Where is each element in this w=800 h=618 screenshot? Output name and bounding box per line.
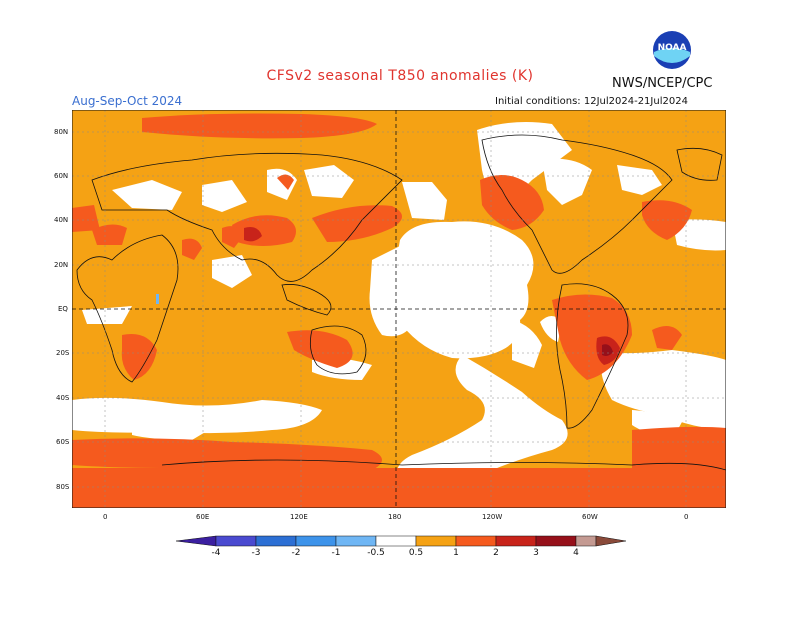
- colorbar-label-3: 3: [533, 548, 539, 558]
- lat-label-80n: 80N: [54, 128, 69, 136]
- lon-label-180: 180: [388, 513, 402, 521]
- colorbar-label-neg2: -2: [291, 548, 301, 558]
- initial-conditions-label: Initial conditions: 12Jul2024-21Jul2024: [495, 96, 688, 107]
- anomaly-2-3-regions: [244, 227, 620, 365]
- colorbar-segment-gt-4: [595, 535, 626, 547]
- organization-label: NWS/NCEP/CPC: [612, 76, 713, 91]
- lat-label-80s: 80S: [56, 483, 70, 491]
- colorbar-label-neg3: -3: [251, 548, 261, 558]
- lon-label-60e: 60E: [196, 513, 210, 521]
- colorbar-label-neg1: -1: [331, 548, 341, 558]
- colorbar-segment-neutral: [375, 535, 417, 547]
- noaa-logo: NOAA: [653, 31, 691, 69]
- colorbar-segment-4-plus: [575, 535, 597, 547]
- anomaly-1-2-regions: [72, 113, 726, 508]
- colorbar-segment-1-2: [455, 535, 497, 547]
- colorbar-segment-lt-4: [176, 535, 217, 547]
- colorbar-segment-3-4: [535, 535, 577, 547]
- colorbar-label-neg0-5: -0.5: [367, 548, 385, 558]
- logo-text: NOAA: [658, 43, 687, 53]
- lon-label-0-east: 0: [684, 513, 689, 521]
- lat-label-40s: 40S: [56, 394, 70, 402]
- colorbar-label-neg4: -4: [211, 548, 221, 558]
- colorbar-segment-0.5-1: [415, 535, 457, 547]
- lat-label-eq: EQ: [58, 305, 68, 313]
- period-label: Aug-Sep-Oct 2024: [72, 94, 183, 108]
- near-normal-regions: [72, 122, 726, 495]
- lat-label-20s: 20S: [56, 349, 70, 357]
- reference-lines: [72, 110, 726, 508]
- colorbar-segment--2--1: [295, 535, 337, 547]
- anomaly-map: [72, 110, 726, 508]
- grid-lines: [72, 110, 726, 508]
- lon-label-120w: 120W: [482, 513, 503, 521]
- colorbar-label-4: 4: [573, 548, 579, 558]
- negative-anomaly-spots: [156, 294, 159, 304]
- colorbar-segment-2-3: [495, 535, 537, 547]
- lon-label-60w: 60W: [582, 513, 598, 521]
- anomaly-3-4-regions: [602, 344, 613, 356]
- chart-title: CFSv2 seasonal T850 anomalies (K): [266, 68, 534, 84]
- lat-label-40n: 40N: [54, 216, 69, 224]
- coastlines: [76, 134, 726, 471]
- colorbar-label-2: 2: [493, 548, 499, 558]
- colorbar-segment--4--3: [215, 535, 257, 547]
- colorbar-segment--3--2: [255, 535, 297, 547]
- lat-label-20n: 20N: [54, 261, 69, 269]
- colorbar-label-1: 1: [453, 548, 459, 558]
- lat-label-60n: 60N: [54, 172, 69, 180]
- lon-label-0: 0: [103, 513, 108, 521]
- colorbar: [176, 535, 626, 547]
- lon-label-120e: 120E: [290, 513, 308, 521]
- colorbar-label-0-5: 0.5: [408, 548, 424, 558]
- lat-label-60s: 60S: [56, 438, 70, 446]
- colorbar-segment--1--0.5: [335, 535, 377, 547]
